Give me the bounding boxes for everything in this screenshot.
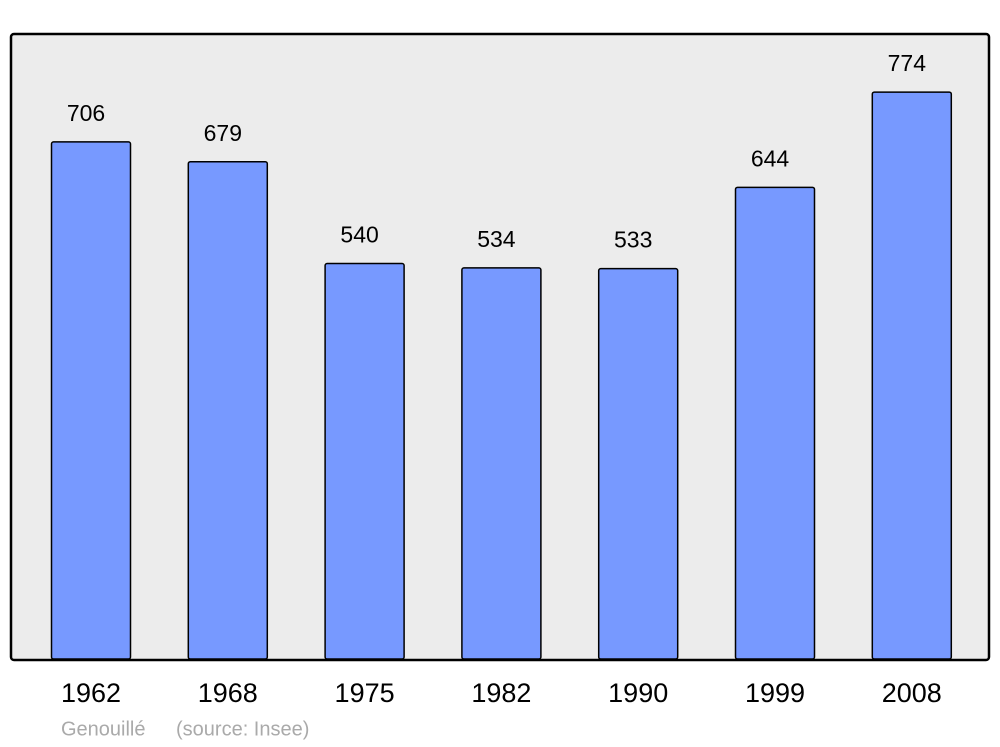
bar [597, 267, 679, 660]
caption-place: Genouillé [61, 718, 146, 740]
value-label: 540 [340, 222, 378, 248]
value-label: 774 [888, 50, 927, 76]
x-tick-label: 1962 [61, 678, 121, 708]
x-tick-label: 1999 [745, 678, 805, 708]
x-tick-label: 2008 [882, 678, 942, 708]
value-label: 533 [614, 227, 652, 253]
caption-source: (source: Insee) [176, 718, 309, 740]
bar [734, 186, 816, 660]
x-tick-label: 1990 [608, 678, 668, 708]
bar [187, 160, 269, 660]
value-label: 706 [67, 100, 105, 126]
bar [50, 141, 132, 660]
value-label: 644 [751, 145, 790, 171]
bar [324, 262, 405, 660]
x-tick-label: 1975 [335, 678, 395, 708]
x-tick-label: 1982 [471, 678, 531, 708]
bar [461, 267, 542, 660]
value-label: 534 [477, 226, 516, 252]
bar [871, 91, 953, 660]
value-label: 679 [204, 120, 242, 146]
x-tick-label: 1968 [198, 678, 258, 708]
